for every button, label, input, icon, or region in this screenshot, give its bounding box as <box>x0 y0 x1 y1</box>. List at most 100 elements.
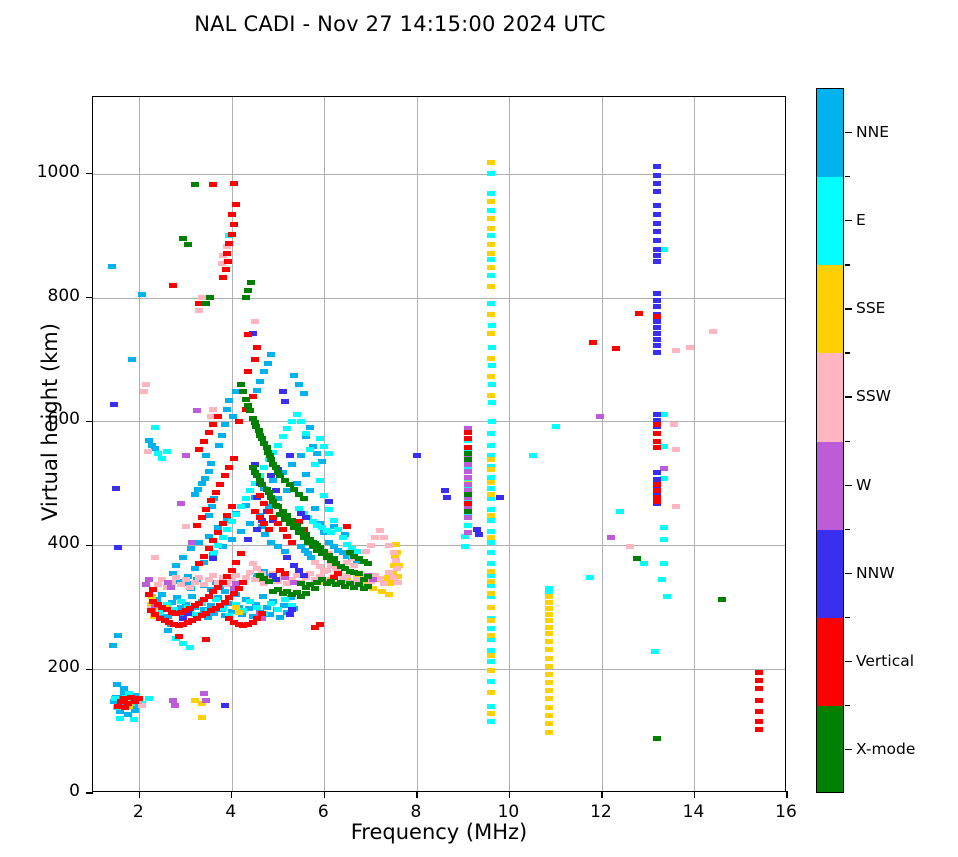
data-point <box>144 577 153 583</box>
data-point <box>287 603 296 609</box>
data-point <box>304 539 313 545</box>
data-point <box>463 436 472 442</box>
data-point <box>269 572 278 578</box>
data-point <box>183 581 192 587</box>
data-point <box>653 238 662 244</box>
data-point <box>461 544 470 550</box>
data-point <box>120 691 129 697</box>
data-point <box>287 518 296 524</box>
data-point <box>338 576 347 582</box>
colorbar-label-e: E <box>856 211 866 230</box>
data-point <box>463 511 472 517</box>
data-point <box>442 494 451 500</box>
data-point <box>195 575 204 580</box>
data-point <box>544 696 553 702</box>
data-point <box>297 453 306 459</box>
data-point <box>486 463 495 469</box>
data-point <box>281 549 289 554</box>
data-point <box>653 477 662 483</box>
data-point <box>204 577 213 583</box>
data-point <box>389 550 398 556</box>
data-point <box>487 381 496 387</box>
data-point <box>329 518 338 524</box>
data-point <box>486 529 495 535</box>
data-point <box>168 570 177 576</box>
data-point <box>463 457 472 463</box>
data-point <box>220 422 229 428</box>
data-point <box>206 414 215 420</box>
data-point <box>320 549 329 554</box>
data-point <box>223 406 232 412</box>
data-point <box>486 496 495 502</box>
data-point <box>186 584 195 590</box>
data-point <box>232 202 241 208</box>
data-point <box>253 527 262 533</box>
data-point <box>211 490 220 496</box>
data-point <box>211 605 220 611</box>
data-point <box>653 411 662 417</box>
data-point <box>255 514 264 520</box>
data-point <box>179 622 188 628</box>
data-point <box>204 430 213 436</box>
data-point <box>294 567 303 573</box>
data-point <box>306 570 315 576</box>
data-point <box>156 609 165 615</box>
data-point <box>227 536 236 542</box>
data-point <box>225 397 234 403</box>
data-point <box>175 578 184 584</box>
data-point <box>142 381 151 387</box>
colorbar-segment-e <box>817 177 843 266</box>
data-point <box>315 622 324 628</box>
data-point <box>301 431 310 437</box>
colorbar-tick <box>845 572 852 574</box>
data-point <box>301 514 310 520</box>
data-point <box>227 231 236 237</box>
data-point <box>653 203 662 209</box>
data-point <box>327 578 336 584</box>
data-point <box>551 423 560 429</box>
data-point <box>595 414 604 420</box>
data-point <box>234 586 243 592</box>
data-point <box>290 373 299 379</box>
data-point <box>262 487 271 493</box>
data-point <box>265 612 274 618</box>
data-point <box>246 488 255 494</box>
data-point <box>343 560 352 566</box>
data-point <box>653 488 662 494</box>
data-point <box>260 369 269 375</box>
data-point <box>304 551 313 557</box>
data-point <box>250 508 259 514</box>
data-point <box>257 482 266 488</box>
data-point <box>225 615 234 621</box>
data-point <box>267 494 276 500</box>
data-point <box>279 603 288 609</box>
data-point <box>359 558 368 564</box>
data-point <box>487 418 496 424</box>
x-axis-tick-label: 8 <box>410 802 422 822</box>
data-point <box>324 506 333 512</box>
data-point <box>274 607 283 613</box>
gridline-vertical <box>509 97 511 791</box>
data-point <box>216 603 225 609</box>
data-point <box>281 516 289 522</box>
gridline-horizontal <box>93 545 785 547</box>
data-point <box>461 533 470 539</box>
data-point <box>269 449 278 455</box>
data-point <box>486 431 495 437</box>
data-point <box>267 473 276 479</box>
data-point <box>243 403 252 409</box>
data-point <box>343 572 352 578</box>
data-point <box>392 541 401 547</box>
data-point <box>172 575 181 580</box>
data-point <box>486 591 495 597</box>
data-point <box>486 392 495 398</box>
data-point <box>271 577 280 583</box>
data-point <box>203 615 212 621</box>
colorbar-segment-nne <box>817 89 843 178</box>
data-point <box>200 560 209 566</box>
data-point <box>183 242 192 248</box>
data-point <box>324 552 333 558</box>
data-point <box>257 436 266 442</box>
data-point <box>343 541 352 547</box>
data-point <box>241 406 250 412</box>
